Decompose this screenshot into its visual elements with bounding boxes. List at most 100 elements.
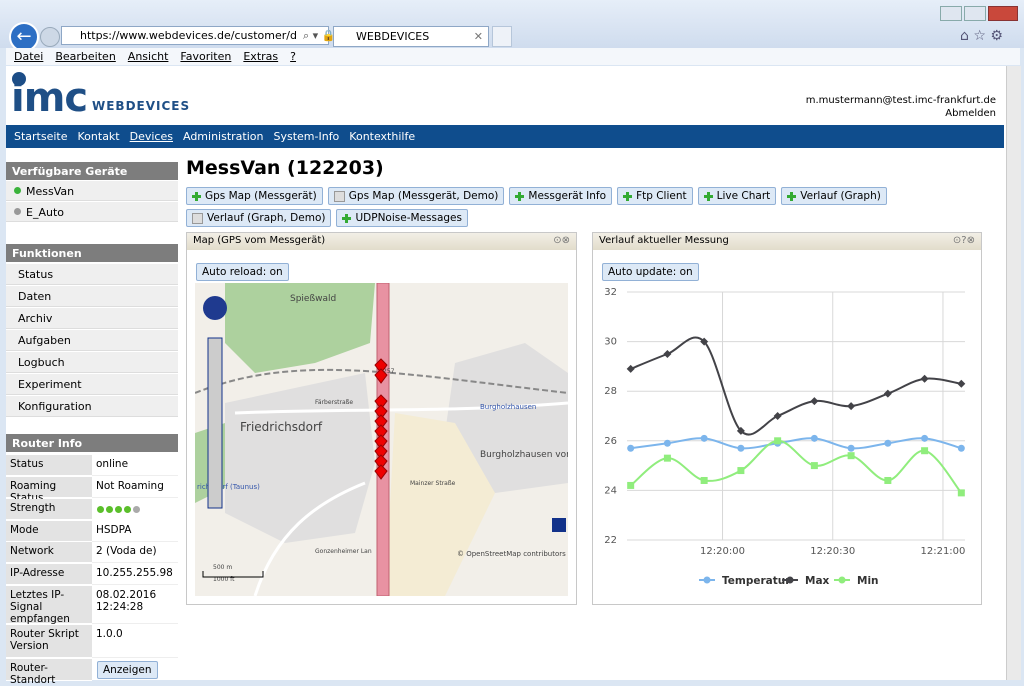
railway: [195, 368, 568, 394]
nav-link[interactable]: Startseite: [14, 130, 68, 143]
signal-dot: [133, 506, 140, 513]
y-tick-label: 22: [604, 535, 617, 546]
pan-control: [203, 296, 227, 320]
series-line: [630, 336, 962, 436]
action-button[interactable]: Gps Map (Messgerät, Demo): [327, 187, 505, 205]
device-item[interactable]: E_Auto: [6, 202, 178, 222]
button-icon: [703, 191, 713, 201]
forward-button[interactable]: [40, 27, 60, 47]
y-tick-label: 26: [604, 436, 617, 447]
y-tick-label: 24: [604, 485, 617, 496]
map-label: 1000 ft: [213, 576, 235, 583]
gps-marker: [374, 424, 388, 440]
series-line: [630, 437, 962, 450]
map-label: richsdorf (Taunus): [197, 483, 260, 491]
menu-item[interactable]: Favoriten: [180, 50, 232, 63]
button-bar: Gps Map (Messgerät) Gps Map (Messgerät, D…: [186, 187, 906, 231]
logout[interactable]: Abmelden: [945, 108, 996, 119]
router-value: 1.0.0: [92, 625, 178, 658]
gps-marker: [374, 358, 388, 374]
action-button[interactable]: Ftp Client: [617, 187, 693, 205]
legend-marker: [838, 576, 846, 584]
function-item[interactable]: Logbuch: [6, 352, 178, 373]
menu-item[interactable]: Extras: [243, 50, 279, 63]
point: [847, 402, 856, 411]
map-label: Mainzer Straße: [410, 480, 456, 487]
signal-dot: [106, 506, 113, 513]
signal-dot: [97, 506, 104, 513]
auto-reload-button[interactable]: Auto reload: on: [196, 263, 289, 281]
x-tick-label: 12:20:30: [810, 546, 855, 557]
map-label: Burgholzhausen: [480, 403, 536, 411]
router-button[interactable]: Anzeigen: [97, 661, 158, 679]
new-tab[interactable]: [492, 26, 512, 47]
panel-header: Verlauf aktueller Messung ⊙?⊗: [593, 233, 981, 250]
button-icon: [515, 191, 525, 201]
point: [737, 467, 745, 475]
action-button[interactable]: Live Chart: [697, 187, 777, 205]
scrollbar[interactable]: [1006, 66, 1021, 680]
gps-marker: [374, 368, 388, 384]
button-label: Messgerät Info: [528, 190, 607, 202]
function-item[interactable]: Aufgaben: [6, 330, 178, 351]
page-title: MessVan (122203): [186, 157, 384, 179]
point: [957, 444, 965, 452]
menu-item[interactable]: ?: [290, 50, 296, 63]
nav-link[interactable]: Devices: [129, 130, 173, 143]
nav-link[interactable]: Kontexthilfe: [349, 130, 416, 143]
router-key: Network: [6, 542, 92, 563]
point: [847, 452, 855, 460]
function-item[interactable]: Experiment: [6, 374, 178, 395]
router-value: HSDPA: [92, 521, 178, 542]
menu-item[interactable]: Ansicht: [127, 50, 169, 63]
button-icon: [192, 191, 201, 201]
router-value: 2 (Voda de): [92, 542, 178, 563]
window-controls[interactable]: [940, 6, 1018, 21]
action-button[interactable]: Gps Map (Messgerät): [186, 187, 323, 205]
nav-link[interactable]: Administration: [182, 130, 264, 143]
gps-marker: [374, 454, 388, 470]
x-tick-label: 12:20:00: [700, 546, 745, 557]
function-item[interactable]: Daten: [6, 286, 178, 307]
nav-link[interactable]: Kontakt: [77, 130, 120, 143]
y-tick-label: 28: [604, 386, 617, 397]
toolbar-icons[interactable]: ⌂ ☆ ⚙: [960, 28, 1003, 44]
zoom-slider: [207, 337, 223, 509]
legend-label: Min: [857, 575, 879, 587]
device-item[interactable]: MessVan: [6, 181, 178, 201]
section-header: Router Info: [6, 434, 178, 452]
menu-item[interactable]: Bearbeiten: [55, 50, 116, 63]
section-header: Funktionen: [6, 244, 178, 262]
legend-label: Temperatur: [722, 575, 791, 587]
router-value: 08.02.2016 12:24:28: [92, 586, 178, 624]
nav-link[interactable]: System-Info: [273, 130, 340, 143]
action-button[interactable]: Messgerät Info: [509, 187, 613, 205]
back-button[interactable]: ←: [9, 22, 39, 52]
point: [700, 434, 708, 442]
action-button[interactable]: Verlauf (Graph): [781, 187, 887, 205]
button-label: Verlauf (Graph): [800, 190, 881, 202]
map-label: Spießwald: [290, 294, 336, 304]
point: [810, 397, 819, 406]
logo-dot: [12, 72, 26, 86]
map[interactable]: Spießwald Friedrichsdorf Färberstraße Burgh…: [195, 283, 568, 596]
tab[interactable]: WEBDEVICES ✕: [333, 26, 489, 47]
auto-update-button[interactable]: Auto update: on: [602, 263, 699, 281]
action-button[interactable]: UDPNoise-Messages: [336, 209, 468, 227]
layer-switch: [552, 518, 566, 532]
map-label: Burgholzhausen vor der Höhe: [480, 450, 568, 460]
action-button[interactable]: Verlauf (Graph, Demo): [186, 209, 332, 227]
panel-title: Verlauf aktueller Messung: [599, 235, 729, 246]
router-key: Mode: [6, 521, 92, 542]
point: [810, 434, 818, 442]
function-item[interactable]: Archiv: [6, 308, 178, 329]
button-icon: [192, 212, 203, 224]
function-item[interactable]: Konfiguration: [6, 396, 178, 417]
function-item[interactable]: Status: [6, 264, 178, 285]
menu-item[interactable]: Datei: [14, 50, 44, 63]
map-label: © OpenStreetMap contributors: [457, 550, 566, 558]
address-bar[interactable]: https://www.webdevices.de/customer/d ⌕ ▾ …: [61, 26, 348, 45]
menu-bar: Datei Bearbeiten Ansicht Favoriten Extras?: [6, 48, 1020, 65]
gps-marker: [374, 434, 388, 450]
